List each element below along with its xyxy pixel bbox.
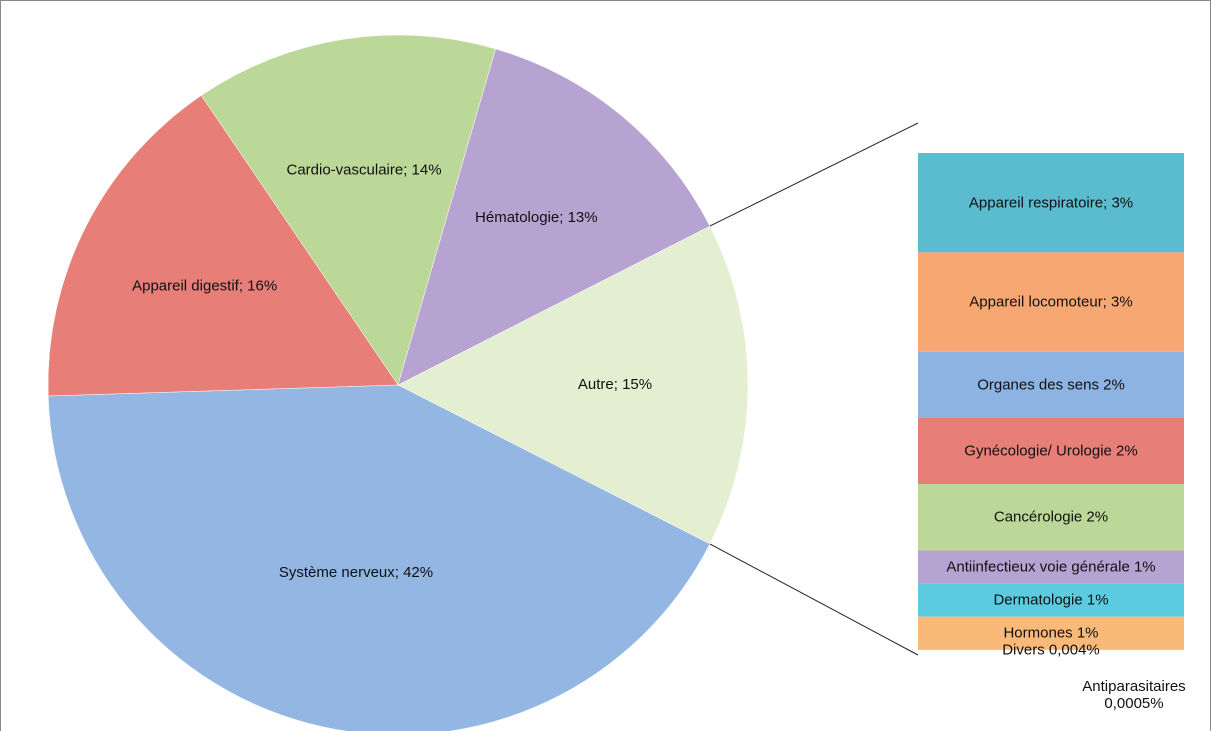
pie-slice bbox=[397, 48, 711, 386]
bar-segment bbox=[918, 351, 1184, 418]
slice-label: Hématologie; 13% bbox=[475, 209, 598, 226]
segment-label: Divers 0,004% bbox=[1002, 641, 1100, 659]
bar-segment bbox=[918, 583, 1184, 617]
slice-label: Appareil digestif; 16% bbox=[132, 277, 277, 294]
segment-label: Dermatologie 1% bbox=[993, 591, 1109, 609]
segment-label: Hormones 1% bbox=[1003, 624, 1099, 642]
bar-segment bbox=[918, 484, 1184, 551]
segment-label: Appareil locomoteur; 3% bbox=[969, 293, 1133, 311]
pie-slice bbox=[47, 95, 399, 397]
bar-segment bbox=[918, 550, 1184, 584]
bar-segment bbox=[918, 417, 1184, 485]
slice-label: Cardio-vasculaire; 14% bbox=[287, 162, 442, 179]
segment-label: Gynécologie/ Urologie 2% bbox=[964, 442, 1138, 460]
slice-label: Autre; 15% bbox=[578, 376, 652, 393]
connector bbox=[709, 543, 919, 656]
pie-slice bbox=[200, 34, 496, 386]
pie-slice bbox=[47, 384, 711, 731]
segment-label: Cancérologie 2% bbox=[993, 508, 1109, 526]
segment-label: Antiparasitaires 0,0005% bbox=[1082, 678, 1186, 712]
connector bbox=[709, 122, 919, 227]
pie-slice bbox=[397, 225, 749, 545]
bar-segment bbox=[918, 153, 1184, 253]
slice-label: Système nerveux; 42% bbox=[279, 564, 433, 581]
segment-label: Appareil respiratoire; 3% bbox=[968, 194, 1134, 212]
segment-label: Organes des sens 2% bbox=[977, 376, 1125, 394]
bar-segment bbox=[918, 616, 1184, 650]
segment-label: Antiinfectieux voie générale 1% bbox=[946, 558, 1156, 576]
bar-segment bbox=[918, 252, 1184, 352]
